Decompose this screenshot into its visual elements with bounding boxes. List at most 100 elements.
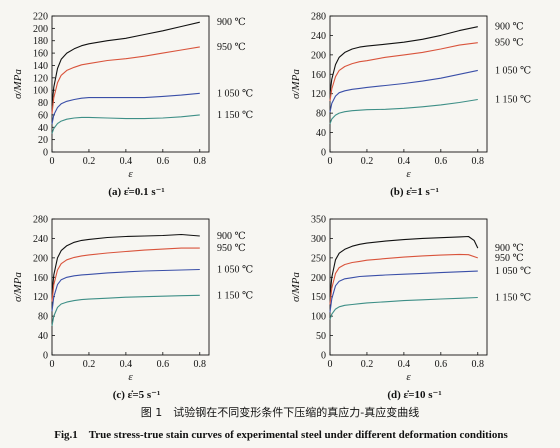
- y-tick-label: 200: [311, 50, 326, 61]
- y-tick-label: 140: [33, 61, 48, 72]
- y-tick-label: 50: [316, 331, 326, 342]
- x-tick-label: 0.2: [83, 359, 96, 370]
- x-tick-label: 0: [328, 359, 333, 370]
- series-line-900c: [51, 233, 200, 295]
- series-line-1050c: [51, 92, 200, 125]
- plot-frame: [51, 15, 210, 153]
- y-tick-label: 350: [311, 215, 326, 226]
- subplot-caption-c: (c) ε̇=5 s⁻¹: [113, 389, 161, 401]
- y-tick-label: 200: [33, 253, 48, 264]
- y-axis-label: σ/MPa: [12, 69, 24, 99]
- subplot-caption-a: (a) ε̇=0.1 s⁻¹: [108, 186, 164, 198]
- x-tick-label: 0.2: [361, 359, 374, 370]
- series-label: 1 050 ℃: [217, 265, 253, 276]
- series-label: 1 150 ℃: [217, 290, 253, 301]
- plot-frame: [329, 218, 488, 356]
- series-line-1050c: [329, 270, 478, 313]
- plot-frame: [329, 15, 488, 153]
- series-line-950c: [51, 46, 200, 114]
- y-tick-label: 80: [38, 312, 48, 323]
- x-tick-label: 0.4: [398, 156, 411, 167]
- x-tick-label: 0.6: [435, 156, 448, 167]
- y-tick-label: 100: [33, 86, 48, 97]
- series-line-900c: [51, 21, 200, 106]
- chart-c-svg: 0 40 80 120 160 200 240 280 0 0.2 0.4 0.6 0.8 ε σ/MPa 9…: [12, 215, 253, 402]
- x-tick-label: 0.2: [361, 156, 374, 167]
- x-tick-label: 0.4: [120, 359, 133, 370]
- series-line-1050c: [329, 69, 478, 113]
- series-line-950c: [329, 42, 478, 102]
- x-tick-label: 0: [50, 359, 55, 370]
- series-line-1050c: [51, 268, 200, 312]
- x-axis-label: ε: [128, 371, 133, 383]
- y-tick-label: 100: [311, 312, 326, 323]
- chart-panel-b: 0 40 80 120 160 200 240 280 0 0.2 0.4 0.6 0.8 ε σ/MPa 9…: [282, 2, 552, 202]
- x-axis-label: ε: [406, 168, 411, 180]
- x-tick-label: 0: [328, 156, 333, 167]
- y-tick-label: 240: [33, 234, 48, 245]
- y-tick-label: 180: [33, 36, 48, 47]
- y-tick-label: 40: [38, 331, 48, 342]
- x-tick-label: 0.4: [120, 156, 133, 167]
- chart-d-svg: 0 50 100 150 200 250 300 350 0 0.2 0.4 0.6 0.8 ε σ/MPa…: [290, 215, 531, 402]
- series-line-1150c: [329, 296, 478, 320]
- series-label: 1 150 ℃: [495, 292, 531, 303]
- x-tick-label: 0.8: [194, 156, 207, 167]
- figure-caption-english: Fig.1 True stress-true stain curves of e…: [54, 429, 508, 441]
- x-tick-label: 0.8: [472, 359, 485, 370]
- series-line-1150c: [51, 294, 200, 326]
- y-tick-label: 250: [311, 253, 326, 264]
- y-tick-label: 120: [311, 89, 326, 100]
- y-tick-label: 20: [38, 135, 48, 146]
- y-tick-label: 160: [33, 49, 48, 60]
- y-tick-label: 0: [321, 351, 326, 362]
- series-label: 950 ℃: [495, 38, 524, 49]
- y-tick-label: 240: [311, 31, 326, 42]
- plot-frame: [51, 218, 210, 356]
- subplot-caption-d: (d) ε̇=10 s⁻¹: [387, 389, 441, 401]
- x-tick-label: 0.6: [435, 359, 448, 370]
- x-tick-label: 0.6: [157, 359, 170, 370]
- series-line-1150c: [329, 98, 478, 124]
- x-tick-label: 0.4: [398, 359, 411, 370]
- series-label: 950 ℃: [217, 243, 246, 254]
- y-tick-label: 160: [311, 70, 326, 81]
- series-label: 900 ℃: [495, 243, 524, 254]
- x-tick-label: 0.8: [194, 359, 207, 370]
- series-line-900c: [329, 235, 479, 297]
- chart-panel-d: 0 50 100 150 200 250 300 350 0 0.2 0.4 0.6 0.8 ε σ/MPa…: [282, 205, 552, 405]
- x-tick-label: 0.6: [157, 156, 170, 167]
- y-tick-label: 0: [43, 148, 48, 159]
- y-axis-label: σ/MPa: [290, 272, 302, 302]
- series-label: 1 150 ℃: [217, 110, 253, 121]
- y-tick-label: 150: [311, 292, 326, 303]
- y-tick-label: 160: [33, 273, 48, 284]
- y-tick-label: 0: [43, 351, 48, 362]
- x-tick-label: 0.2: [83, 156, 96, 167]
- x-tick-label: 0.8: [472, 156, 485, 167]
- chart-panel-c: 0 40 80 120 160 200 240 280 0 0.2 0.4 0.6 0.8 ε σ/MPa 9…: [4, 205, 274, 405]
- series-line-900c: [329, 26, 478, 94]
- y-tick-label: 300: [311, 234, 326, 245]
- x-tick-label: 0: [50, 156, 55, 167]
- chart-panel-a: 0 20 40 60 80 100 120 140 160 180 200 220 0 0.2 0.4 0.6…: [4, 2, 274, 202]
- figure-caption-chinese: 图 1 试验钢在不同变形条件下压缩的真应力-真应变曲线: [140, 406, 420, 419]
- chart-b-svg: 0 40 80 120 160 200 240 280 0 0.2 0.4 0.6 0.8 ε σ/MPa 9…: [290, 12, 531, 199]
- series-line-950c: [329, 253, 478, 305]
- series-label: 1 050 ℃: [495, 65, 531, 76]
- series-line-1150c: [51, 114, 200, 134]
- series-label: 900 ℃: [217, 231, 246, 242]
- series-label: 1 050 ℃: [217, 88, 253, 99]
- x-axis-label: ε: [128, 168, 133, 180]
- series-line-950c: [51, 247, 200, 302]
- series-label: 1 050 ℃: [495, 266, 531, 277]
- y-tick-label: 40: [38, 123, 48, 134]
- y-tick-label: 220: [33, 12, 48, 23]
- y-tick-label: 200: [311, 273, 326, 284]
- y-tick-label: 200: [33, 24, 48, 35]
- y-tick-label: 40: [316, 128, 326, 139]
- y-tick-label: 280: [33, 215, 48, 226]
- y-tick-label: 80: [38, 98, 48, 109]
- y-axis-label: σ/MPa: [290, 69, 302, 99]
